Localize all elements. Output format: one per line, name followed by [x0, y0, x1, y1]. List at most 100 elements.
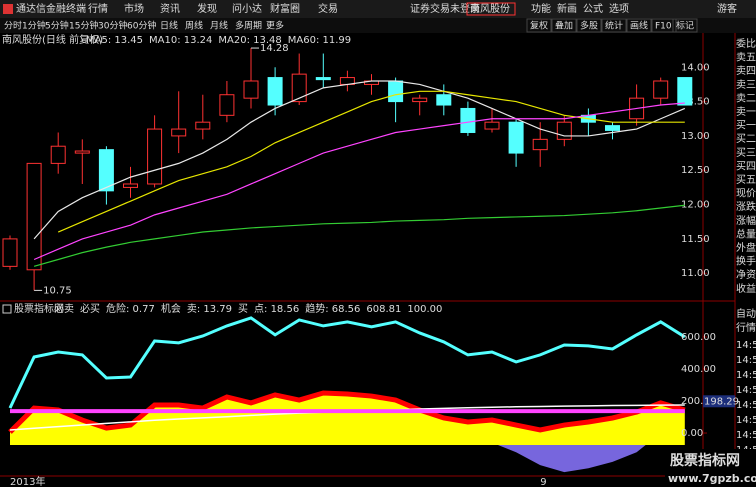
- watermark-url: www.7gpzb.com: [668, 472, 756, 485]
- candle-body: [2, 238, 18, 267]
- quote-field: 卖三: [736, 79, 756, 91]
- login-status[interactable]: 证券交易未登录: [410, 2, 480, 15]
- quote-field: 换手: [736, 255, 756, 268]
- ma-line: [57, 90, 685, 233]
- candle-body: [243, 80, 259, 99]
- time-label: 14:50: [736, 340, 756, 351]
- ma-legend: MA60: 11.99: [288, 35, 351, 46]
- indicator-legend: 必买: [80, 302, 100, 315]
- menu-item[interactable]: 问小达: [232, 2, 262, 15]
- x-label: 2013年: [10, 475, 45, 487]
- quote-field: 卖二: [736, 92, 756, 104]
- y-tick-label: 11.00: [681, 268, 710, 279]
- indicator-line: [8, 316, 686, 409]
- candle-body: [677, 77, 693, 106]
- quote-field: 买一: [736, 120, 756, 132]
- indicator-line: [8, 390, 686, 434]
- logo: [3, 4, 13, 14]
- action-btn: [651, 18, 677, 33]
- candle-body: [291, 73, 307, 103]
- time-label: 14:50: [736, 400, 756, 411]
- period-tab[interactable]: 周线: [185, 20, 203, 32]
- candle-body: [388, 80, 404, 103]
- indicator-legend: 必卖: [54, 302, 74, 315]
- candle-body: [195, 121, 211, 130]
- quote-field: 收益: [736, 282, 756, 295]
- period-tab[interactable]: 1分钟: [22, 20, 46, 32]
- ma-legend: MA20: 13.48: [218, 35, 281, 46]
- period-tab[interactable]: 更多: [266, 20, 284, 32]
- menu-item[interactable]: 市场: [124, 2, 144, 15]
- tool-item[interactable]: 公式: [583, 2, 603, 15]
- period-tab[interactable]: 多周期: [235, 20, 262, 32]
- quote-field: 外盘: [736, 241, 756, 254]
- time-label: 14:50: [736, 355, 756, 366]
- y-tick-label: 200.00: [681, 396, 716, 407]
- candle-body: [147, 128, 163, 185]
- toolbar: [0, 18, 756, 33]
- candle-body: [653, 80, 669, 99]
- y-tick-label: 400.00: [681, 364, 716, 375]
- indicator-icon: [2, 304, 12, 314]
- action-label[interactable]: 叠加: [555, 21, 573, 32]
- current-label: 198.29: [704, 396, 739, 407]
- period-tab[interactable]: 5分钟: [45, 20, 69, 32]
- period-tab[interactable]: 15分钟: [69, 20, 98, 32]
- menu-item[interactable]: 交易: [318, 2, 338, 15]
- candle-body: [219, 94, 235, 116]
- action-label[interactable]: 统计: [605, 20, 623, 32]
- candle-body: [123, 183, 138, 188]
- panel-field: 自动: [736, 307, 756, 320]
- candle-body: [50, 145, 66, 164]
- stock-box: [466, 2, 516, 16]
- annotation: 10.75: [43, 285, 72, 296]
- tool-item[interactable]: 选项: [609, 2, 629, 15]
- period-tab[interactable]: 60分钟: [127, 20, 156, 32]
- action-label[interactable]: 画线: [630, 20, 648, 32]
- action-label[interactable]: 复权: [530, 20, 548, 32]
- user[interactable]: 游客: [717, 2, 737, 15]
- candle-body: [508, 121, 524, 154]
- y-tick-label: 0.00: [681, 428, 703, 439]
- action-btn: [526, 18, 552, 33]
- indicator-area: [10, 393, 685, 446]
- quote-field: 买三: [736, 147, 756, 159]
- action-btn: [601, 18, 627, 33]
- menu-item[interactable]: 资讯: [160, 3, 180, 15]
- candle-body: [412, 97, 428, 103]
- action-label[interactable]: 多股: [580, 20, 598, 32]
- ma-legend: MA10: 13.24: [149, 35, 212, 46]
- indicator-legend: 卖: 13.79: [187, 303, 232, 315]
- candle-body: [460, 107, 476, 133]
- candle-body: [315, 77, 331, 81]
- watermark-bg: [665, 449, 756, 487]
- period-tab[interactable]: 月线: [210, 20, 228, 32]
- menu-item[interactable]: 发现: [197, 2, 217, 15]
- indicator-title: 股票指标网: [14, 302, 64, 315]
- indicator-legend: 点: 18.56: [254, 303, 299, 315]
- ma-line: [33, 204, 685, 267]
- quote-field: 买五: [736, 174, 756, 186]
- candle-body: [267, 77, 283, 106]
- y-tick-label: 12.50: [681, 165, 710, 176]
- y-tick-label: 11.50: [681, 234, 710, 245]
- time-label: 14:50: [736, 415, 756, 426]
- tool-item[interactable]: 功能: [531, 2, 551, 15]
- y-tick-label: 14.00: [681, 62, 710, 73]
- period-tab[interactable]: 分时: [4, 20, 22, 32]
- candle-body: [74, 150, 90, 154]
- action-label[interactable]: 标记: [676, 20, 694, 32]
- menu-item[interactable]: 财富圈: [270, 2, 300, 15]
- ma-line: [33, 80, 686, 240]
- y-tick-label: 12.00: [681, 200, 710, 211]
- stock-name[interactable]: 南风股份: [470, 2, 510, 15]
- candle-body: [605, 125, 620, 131]
- period-tab[interactable]: 30分钟: [98, 20, 127, 32]
- menu-item[interactable]: 行情: [88, 2, 108, 15]
- quote-field: 净资: [736, 268, 756, 281]
- period-tab[interactable]: 日线: [160, 20, 178, 32]
- action-label[interactable]: F10: [655, 22, 672, 32]
- candle-body: [484, 121, 500, 130]
- tool-item[interactable]: 新画: [557, 2, 577, 15]
- time-label: 14:50: [736, 430, 756, 441]
